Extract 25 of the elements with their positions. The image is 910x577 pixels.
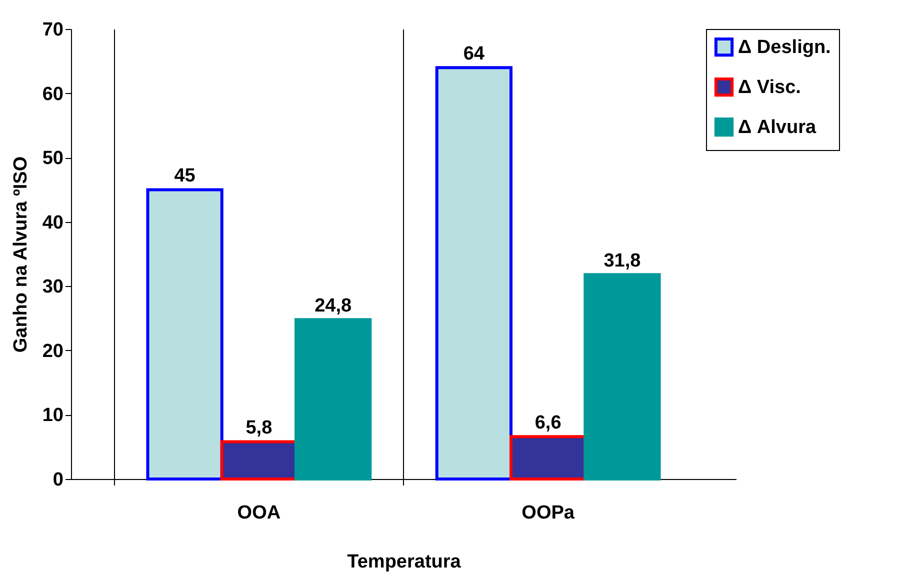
data-label: 6,6 <box>534 412 562 434</box>
x-tick-label: OOPa <box>522 502 575 524</box>
y-tick-label: 60 <box>42 84 64 105</box>
y-tick-label: 0 <box>52 470 64 490</box>
y-tick-label: 30 <box>42 276 64 298</box>
y-tick-label: 50 <box>42 148 64 170</box>
data-label: 31,8 <box>604 250 641 272</box>
y-tick-label: 70 <box>42 20 64 40</box>
bar <box>294 318 372 480</box>
y-tick-label: 20 <box>42 340 64 362</box>
bar <box>584 273 661 480</box>
x-axis-title: Temperatura <box>347 552 462 572</box>
legend-label: Δ Deslign. <box>738 37 831 58</box>
y-tick-label: 10 <box>42 405 64 426</box>
y-tick-label: 40 <box>42 212 64 234</box>
data-label: 64 <box>463 44 485 65</box>
y-axis-title: Ganho na Alvura ºISO <box>10 156 32 353</box>
legend-label: Δ Alvura <box>738 117 816 138</box>
x-tick-label: OOA <box>237 502 281 524</box>
data-label: 45 <box>174 166 196 187</box>
data-label: 24,8 <box>314 296 352 317</box>
legend-label: Δ Visc. <box>738 77 801 98</box>
bar <box>146 188 224 480</box>
bar <box>435 66 512 480</box>
data-label: 5,8 <box>246 418 272 439</box>
